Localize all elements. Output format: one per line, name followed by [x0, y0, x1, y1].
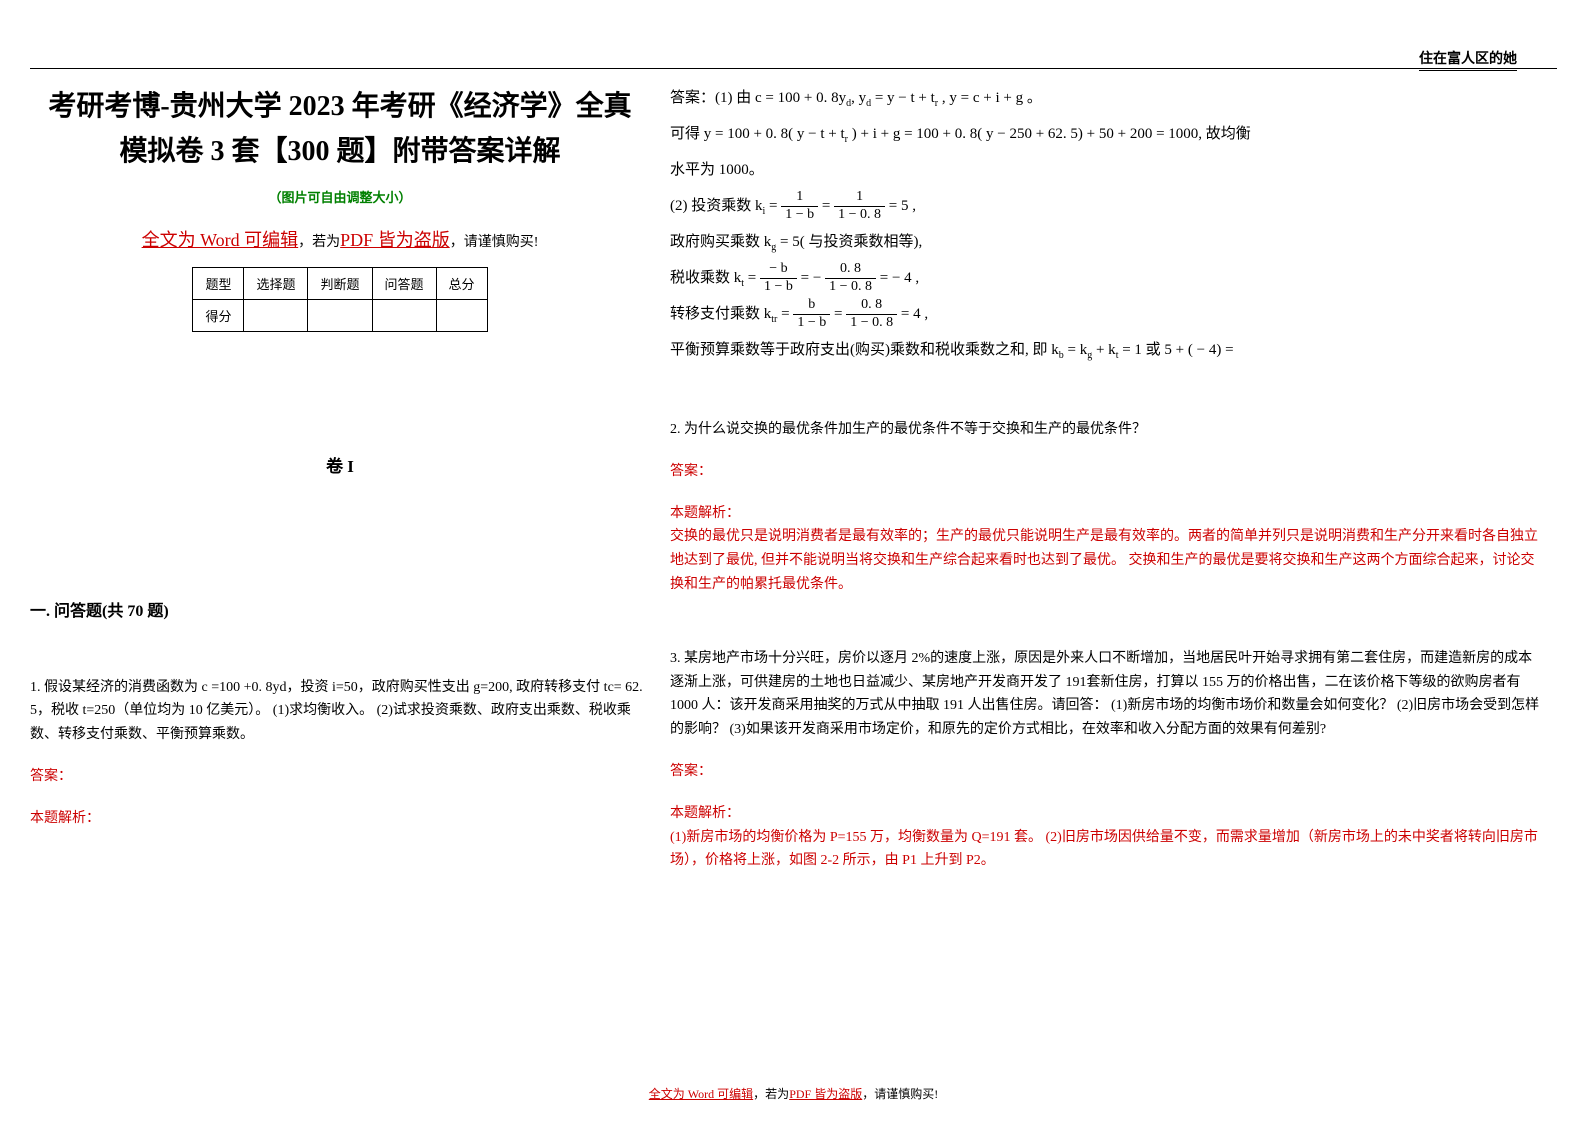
frac-5: b1 − b	[793, 297, 830, 332]
q3-text: 3. 某房地产市场十分兴旺，房价以逐月 2%的速度上涨，原因是外来人口不断增加，…	[670, 647, 1540, 742]
f4n: 0. 8	[825, 261, 876, 279]
frac-4: 0. 81 − 0. 8	[825, 261, 876, 296]
ans-eq: = y − t + t	[871, 90, 935, 106]
table-score-row: 得分	[193, 299, 487, 331]
q2-analysis-label: 本题解析：	[670, 502, 1540, 526]
frac-2: 11 − 0. 8	[834, 189, 885, 224]
volume-label: 卷 I	[30, 452, 650, 477]
l7-end: = 4 ,	[901, 306, 928, 322]
f4d: 1 − 0. 8	[825, 279, 876, 296]
frac-3: − b1 − b	[760, 261, 797, 296]
title-line-2: 模拟卷 3 套【300 题】附带答案详解	[30, 130, 650, 175]
ans-line-6: 税收乘数 kt = − b1 − b = − 0. 81 − 0. 8 = − …	[670, 260, 1540, 296]
th-qa: 问答题	[372, 267, 436, 299]
ans-mid: , y	[851, 90, 866, 106]
ans-line-4: (2) 投资乘数 ki = 11 − b = 11 − 0. 8 = 5 ,	[670, 188, 1540, 224]
main-title: 考研考博-贵州大学 2023 年考研《经济学》全真 模拟卷 3 套【300 题】…	[30, 85, 650, 175]
cell-choice	[244, 299, 308, 331]
l8-text: 平衡预算乘数等于政府支出(购买)乘数和税收乘数之和, 即 k	[670, 342, 1059, 358]
l8-mid2: + k	[1092, 342, 1115, 358]
th-total: 总分	[436, 267, 487, 299]
row-label: 得分	[193, 299, 244, 331]
ans-line-8: 平衡预算乘数等于政府支出(购买)乘数和税收乘数之和, 即 kb = kg + k…	[670, 332, 1540, 368]
right-column: 答案：(1) 由 c = 100 + 0. 8yd, yd = y − t + …	[670, 80, 1540, 873]
f2n: 1	[834, 189, 885, 207]
footer-suffix: ，请谨慎购买!	[862, 1087, 938, 1101]
th-choice: 选择题	[244, 267, 308, 299]
warning-middle: ，若为	[298, 235, 340, 250]
table-header-row: 题型 选择题 判断题 问答题 总分	[193, 267, 487, 299]
top-divider	[30, 68, 1557, 69]
l8-end: = 1 或 5 + ( − 4) =	[1118, 342, 1233, 358]
f6d: 1 − 0. 8	[846, 315, 897, 332]
ans-line-1: 答案：(1) 由 c = 100 + 0. 8yd, yd = y − t + …	[670, 80, 1540, 116]
l6-text: 税收乘数 k	[670, 270, 741, 286]
ans-line-3: 水平为 1000。	[670, 152, 1540, 188]
cell-qa	[372, 299, 436, 331]
footer: 全文为 Word 可编辑，若为PDF 皆为盗版，请谨慎购买!	[0, 1085, 1587, 1102]
l8-mid: = k	[1064, 342, 1087, 358]
l5-end: = 5( 与投资乘数相等),	[776, 234, 922, 250]
l6-end: = − 4 ,	[880, 270, 919, 286]
th-judge: 判断题	[308, 267, 372, 299]
ans-line-5: 政府购买乘数 kg = 5( 与投资乘数相等),	[670, 224, 1540, 260]
footer-pdf: PDF 皆为盗版	[789, 1087, 862, 1101]
frac-6: 0. 81 − 0. 8	[846, 297, 897, 332]
warning-line: 全文为 Word 可编辑，若为PDF 皆为盗版，请谨慎购买!	[30, 226, 650, 252]
question-2: 2. 为什么说交换的最优条件加生产的最优条件不等于交换和生产的最优条件？ 答案：…	[670, 418, 1540, 597]
f5d: 1 − b	[793, 315, 830, 332]
cell-total	[436, 299, 487, 331]
warning-pdf: PDF 皆为盗版	[340, 230, 450, 250]
q1-answer-label: 答案：	[30, 765, 650, 789]
score-table: 题型 选择题 判断题 问答题 总分 得分	[192, 267, 487, 332]
question-3: 3. 某房地产市场十分兴旺，房价以逐月 2%的速度上涨，原因是外来人口不断增加，…	[670, 647, 1540, 873]
l4-prefix: (2) 投资乘数 k	[670, 198, 763, 214]
ans-end: , y = c + i + g 。	[938, 90, 1042, 106]
f1n: 1	[781, 189, 818, 207]
title-line-1: 考研考博-贵州大学 2023 年考研《经济学》全真	[30, 85, 650, 130]
f3d: 1 − b	[760, 279, 797, 296]
th-type: 题型	[193, 267, 244, 299]
q2-analysis-text: 交换的最优只是说明消费者是最有效率的；生产的最优只能说明生产是最有效率的。两者的…	[670, 525, 1540, 596]
l5-text: 政府购买乘数 k	[670, 234, 771, 250]
q3-answer-label: 答案：	[670, 760, 1540, 784]
f2d: 1 − 0. 8	[834, 207, 885, 224]
section-heading: 一. 问答题(共 70 题)	[30, 597, 650, 621]
q3-analysis-label: 本题解析：	[670, 802, 1540, 826]
l2-end: ) + i + g = 100 + 0. 8( y − 250 + 62. 5)…	[848, 126, 1251, 142]
green-subtitle: （图片可自由调整大小）	[30, 187, 650, 206]
left-column: 考研考博-贵州大学 2023 年考研《经济学》全真 模拟卷 3 套【300 题】…	[30, 80, 650, 831]
f6n: 0. 8	[846, 297, 897, 315]
l2-text: 可得 y = 100 + 0. 8( y − t + t	[670, 126, 845, 142]
l4-val: = 5 ,	[889, 198, 916, 214]
l4-eq: =	[765, 198, 781, 214]
warning-suffix: ，请谨慎购买!	[450, 235, 539, 250]
sub-tr: tr	[771, 314, 777, 325]
f1d: 1 − b	[781, 207, 818, 224]
q1-text: 1. 假设某经济的消费函数为 c =100 +0. 8yd，投资 i=50，政府…	[30, 676, 650, 747]
q2-text: 2. 为什么说交换的最优条件加生产的最优条件不等于交换和生产的最优条件？	[670, 418, 1540, 442]
ans-line-7: 转移支付乘数 ktr = b1 − b = 0. 81 − 0. 8 = 4 ,	[670, 296, 1540, 332]
f5n: b	[793, 297, 830, 315]
cell-judge	[308, 299, 372, 331]
f3n: − b	[760, 261, 797, 279]
q1-analysis-label: 本题解析：	[30, 807, 650, 831]
footer-mid: ，若为	[753, 1087, 789, 1101]
footer-word: 全文为 Word 可编辑	[649, 1087, 753, 1101]
frac-1: 11 − b	[781, 189, 818, 224]
answer-math-block: 答案：(1) 由 c = 100 + 0. 8yd, yd = y − t + …	[670, 80, 1540, 368]
sub-t: t	[741, 278, 744, 289]
ans-line-2: 可得 y = 100 + 0. 8( y − t + tr ) + i + g …	[670, 116, 1540, 152]
ans-prefix: 答案：(1) 由 c = 100 + 0. 8y	[670, 90, 846, 106]
question-1: 1. 假设某经济的消费函数为 c =100 +0. 8yd，投资 i=50，政府…	[30, 676, 650, 831]
q2-answer-label: 答案：	[670, 460, 1540, 484]
warning-word-editable: 全文为 Word 可编辑	[142, 230, 299, 250]
l7-text: 转移支付乘数 k	[670, 306, 771, 322]
q3-analysis-text: (1)新房市场的均衡价格为 P=155 万，均衡数量为 Q=191 套。 (2)…	[670, 826, 1540, 874]
